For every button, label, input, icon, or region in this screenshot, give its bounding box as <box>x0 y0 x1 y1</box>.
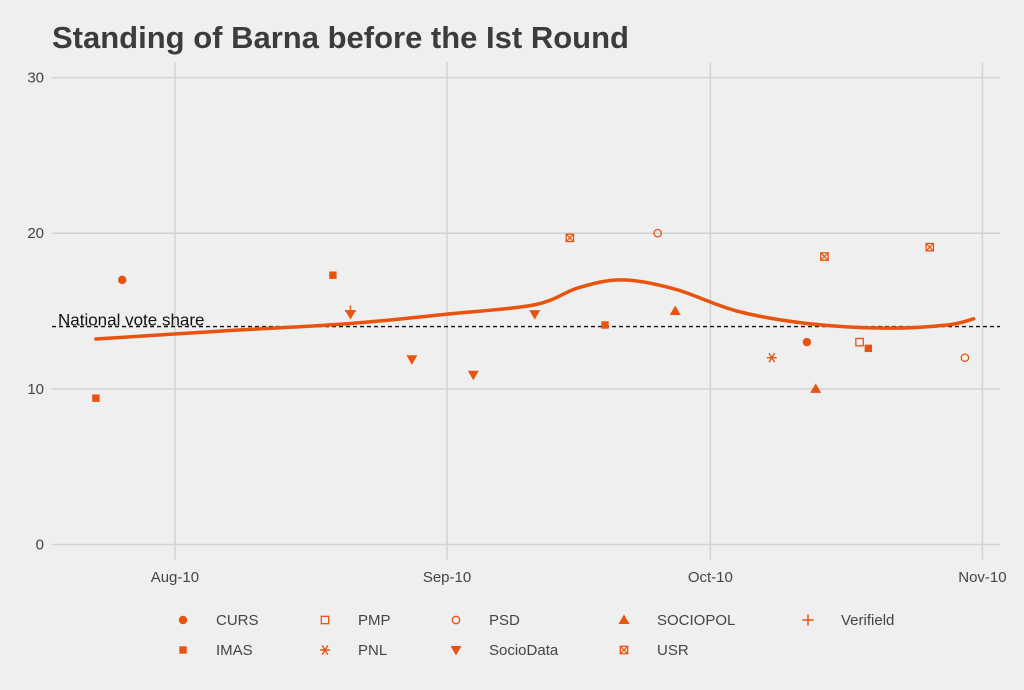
data-point-psd <box>960 353 970 363</box>
legend-label: PSD <box>489 612 520 629</box>
marker-shape <box>529 310 541 320</box>
data-point-imas <box>864 344 873 353</box>
marker-shape <box>406 355 418 365</box>
x-tick-label: Aug-10 <box>151 569 199 586</box>
marker-shape <box>118 275 127 285</box>
marker-shape <box>179 646 187 654</box>
marker-shape <box>329 271 337 279</box>
gridlines <box>52 62 1000 560</box>
legend-label: SocioData <box>489 642 559 659</box>
data-point-sociopol <box>669 305 681 315</box>
legend-marker <box>450 646 462 656</box>
legend-item: Verifield <box>802 612 894 629</box>
marker-shape <box>925 242 935 252</box>
data-point-pmp <box>855 337 864 347</box>
data-point-sociodata <box>344 310 356 320</box>
legend-marker <box>320 645 330 655</box>
marker-shape <box>565 233 575 243</box>
y-tick-label: 0 <box>36 536 44 553</box>
data-point-sociodata <box>529 310 541 320</box>
marker-shape <box>450 646 462 656</box>
marker-shape <box>467 370 479 381</box>
marker-shape <box>864 344 873 353</box>
chart-title: Standing of Barna before the Ist Round <box>52 20 629 55</box>
legend-item: PMP <box>320 612 391 629</box>
marker-shape <box>320 645 330 655</box>
y-axis-ticks: 0 10 20 30 <box>27 70 44 554</box>
legend-marker <box>619 645 629 655</box>
smooth-trend <box>94 278 976 341</box>
legend-item: PNL <box>320 642 387 659</box>
data-point-psd <box>653 228 663 238</box>
national-vote-share-reference: National vote share <box>52 311 1000 330</box>
data-point-usr <box>925 242 935 252</box>
legend-item: SOCIOPOL <box>618 612 735 629</box>
legend-marker <box>178 615 188 625</box>
legend-item: SocioData <box>450 642 559 659</box>
data-point-sociodata <box>467 370 479 381</box>
marker-shape <box>619 645 629 655</box>
data-point-curs <box>118 275 127 285</box>
marker-shape <box>451 615 461 625</box>
data-point-sociopol <box>810 383 822 393</box>
legend-marker <box>802 614 814 626</box>
marker-shape <box>855 337 864 347</box>
marker-shape <box>92 394 100 402</box>
y-tick-label: 20 <box>27 225 44 242</box>
marker-shape <box>618 614 630 624</box>
marker-shape <box>766 352 777 363</box>
legend: CURS PMP PSD SOCIOPOL Verifield IMAS PNL SocioD… <box>178 612 894 659</box>
x-tick-label: Nov-10 <box>958 569 1006 586</box>
marker-cross <box>926 243 934 251</box>
y-tick-label: 30 <box>27 70 44 87</box>
reference-line-label: National vote share <box>58 311 204 330</box>
marker-shape <box>810 383 822 393</box>
marker-cross <box>820 252 829 261</box>
legend-marker <box>618 614 630 624</box>
marker-cross <box>620 646 628 654</box>
legend-item: PSD <box>451 612 520 629</box>
marker-cross <box>566 234 574 242</box>
marker-shape <box>820 252 829 261</box>
data-point-pnl <box>766 352 777 363</box>
x-axis-ticks: Aug-10 Sep-10 Oct-10 Nov-10 <box>151 569 1007 586</box>
legend-item: CURS <box>178 612 259 629</box>
legend-label: Verifield <box>841 612 894 629</box>
legend-marker <box>320 615 330 625</box>
data-point-sociodata <box>406 355 418 365</box>
data-point-imas <box>92 394 100 402</box>
marker-shape <box>802 337 812 347</box>
trend-line <box>94 278 976 341</box>
marker-shape <box>344 310 356 320</box>
marker-shape <box>601 321 609 329</box>
data-point-usr <box>820 252 829 261</box>
data-point-usr <box>565 233 575 243</box>
legend-label: IMAS <box>216 642 253 659</box>
legend-label: PMP <box>358 612 391 629</box>
marker-shape <box>960 353 970 363</box>
marker-shape <box>653 228 663 238</box>
marker-shape <box>802 614 814 626</box>
legend-item: USR <box>619 642 689 659</box>
legend-label: SOCIOPOL <box>657 612 735 629</box>
marker-shape <box>178 615 188 625</box>
marker-shape <box>320 615 330 625</box>
legend-item: IMAS <box>179 642 253 659</box>
legend-label: CURS <box>216 612 259 629</box>
x-tick-label: Oct-10 <box>688 569 733 586</box>
data-point-imas <box>329 271 337 279</box>
marker-shape <box>669 305 681 315</box>
data-point-curs <box>802 337 812 347</box>
data-point-imas <box>601 321 609 329</box>
y-tick-label: 10 <box>27 381 44 398</box>
legend-label: PNL <box>358 642 387 659</box>
legend-label: USR <box>657 642 689 659</box>
legend-marker <box>451 615 461 625</box>
x-tick-label: Sep-10 <box>423 569 471 586</box>
poll-points <box>92 228 970 402</box>
legend-marker <box>179 646 187 654</box>
